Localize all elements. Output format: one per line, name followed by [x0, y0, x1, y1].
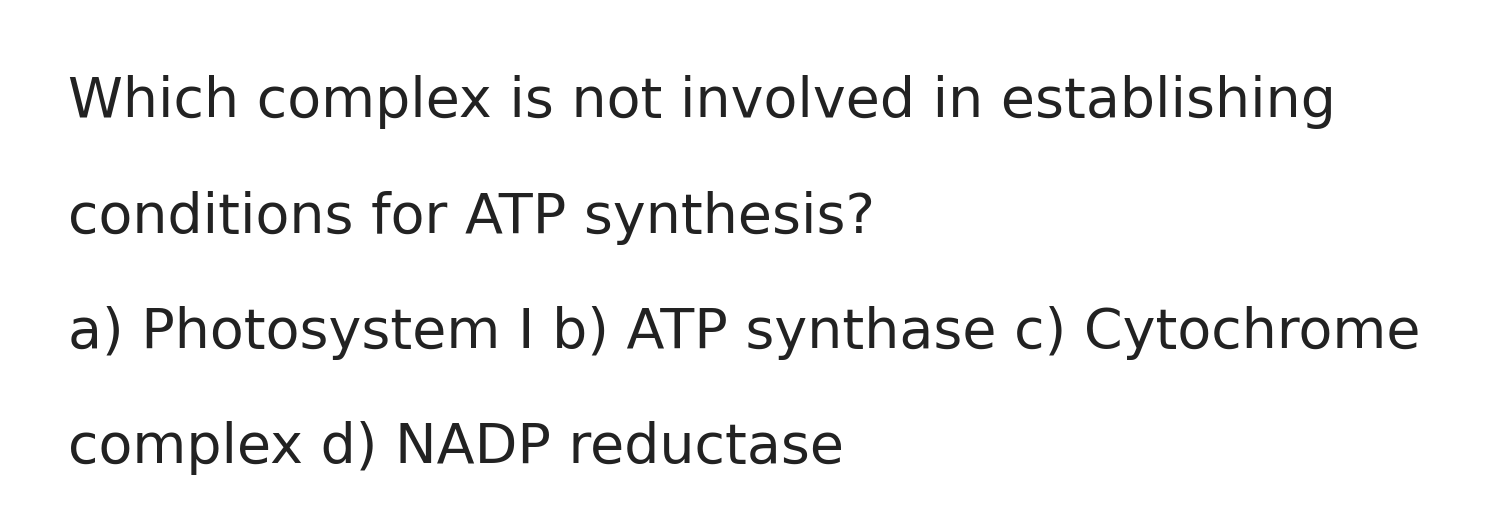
- Text: complex d) NADP reductase: complex d) NADP reductase: [68, 421, 843, 475]
- Text: Which complex is not involved in establishing: Which complex is not involved in establi…: [68, 75, 1335, 130]
- Text: conditions for ATP synthesis?: conditions for ATP synthesis?: [68, 190, 874, 245]
- Text: a) Photosystem I b) ATP synthase c) Cytochrome: a) Photosystem I b) ATP synthase c) Cyto…: [68, 306, 1420, 360]
